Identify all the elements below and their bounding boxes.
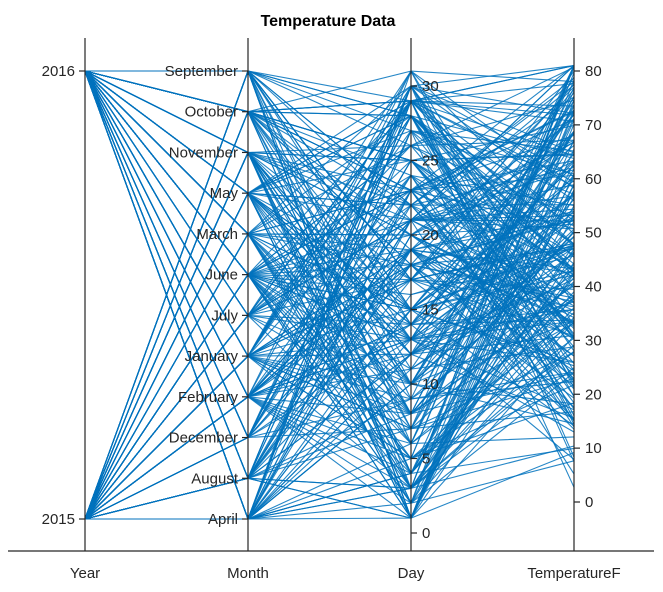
data-line	[84, 66, 575, 276]
tick-label: 10	[422, 376, 439, 393]
axis-year: Year 2015 2016	[42, 38, 100, 582]
data-lines	[84, 65, 575, 521]
axis-name: Month	[227, 565, 269, 582]
data-line	[84, 70, 575, 520]
tick-label: 25	[422, 153, 439, 170]
tick-label: October	[185, 104, 238, 121]
tick-label: 0	[422, 525, 430, 542]
tick-label: 60	[585, 171, 602, 188]
data-line	[84, 70, 575, 439]
data-line	[84, 85, 575, 520]
axis-month: Month April August December February January J…	[165, 38, 269, 582]
data-line	[85, 255, 575, 520]
data-line	[84, 70, 575, 460]
data-line	[85, 70, 575, 221]
tick-label: 20	[422, 227, 439, 244]
axis-name: TemperatureF	[527, 565, 620, 582]
tick-label: July	[211, 307, 238, 324]
tick-label: 80	[585, 63, 602, 80]
tick-label: 20	[585, 386, 602, 403]
data-line	[84, 70, 575, 317]
data-line	[84, 67, 575, 520]
tick-label: 30	[585, 332, 602, 349]
tick-label: 30	[422, 78, 439, 95]
data-line	[84, 84, 575, 520]
tick-label: August	[191, 470, 239, 487]
data-line	[84, 110, 575, 520]
tick-label: June	[205, 267, 238, 284]
data-line	[84, 309, 575, 520]
tick-label: November	[169, 144, 238, 161]
tick-label: 50	[585, 225, 602, 242]
tick-label: May	[210, 185, 239, 202]
tick-label: April	[208, 511, 238, 528]
data-line	[84, 70, 575, 340]
data-line	[84, 100, 575, 520]
tick-label: 70	[585, 117, 602, 134]
tick-label: March	[196, 226, 238, 243]
tick-label: 10	[585, 440, 602, 457]
data-line	[84, 85, 575, 520]
tick-label: 40	[585, 279, 602, 296]
data-line	[84, 232, 575, 520]
data-line	[84, 65, 575, 489]
tick-label: December	[169, 430, 238, 447]
tick-label: 2015	[42, 511, 75, 528]
tick-label: 0	[585, 494, 593, 511]
axis-name: Day	[398, 565, 425, 582]
axis-day: Day 0 5 10 15 20 25 30	[398, 38, 439, 582]
data-line	[84, 99, 575, 520]
axis-temperaturef: TemperatureF 0 10 20 30 40 50 60 70 80	[527, 38, 621, 582]
tick-label: January	[185, 348, 239, 365]
data-line	[84, 70, 575, 420]
tick-label: 2016	[42, 63, 75, 80]
tick-label: September	[165, 63, 238, 80]
data-line	[84, 70, 575, 521]
tick-label: 5	[422, 451, 430, 468]
axes: Year20152016MonthAprilAugustDecemberFebr…	[8, 38, 654, 582]
axis-name: Year	[70, 565, 100, 582]
tick-label: February	[178, 389, 239, 406]
tick-label: 15	[422, 302, 439, 319]
chart-title: Temperature Data	[261, 13, 396, 30]
